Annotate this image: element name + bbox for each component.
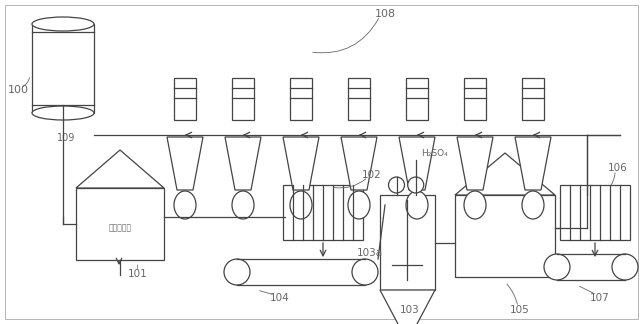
Circle shape bbox=[388, 177, 404, 193]
Bar bbox=[406, 78, 428, 120]
Circle shape bbox=[352, 259, 378, 285]
Ellipse shape bbox=[348, 191, 370, 219]
Circle shape bbox=[544, 254, 570, 280]
Text: 106: 106 bbox=[608, 163, 628, 173]
Text: 碳回收尾气: 碳回收尾气 bbox=[109, 223, 132, 232]
Text: 109: 109 bbox=[57, 133, 75, 143]
Polygon shape bbox=[225, 137, 261, 190]
Ellipse shape bbox=[522, 191, 544, 219]
Text: 107: 107 bbox=[590, 293, 610, 303]
Text: 103a: 103a bbox=[357, 248, 383, 258]
Ellipse shape bbox=[232, 191, 254, 219]
Bar bbox=[232, 78, 254, 120]
Ellipse shape bbox=[32, 106, 94, 120]
Text: H₂SO₄: H₂SO₄ bbox=[421, 148, 448, 157]
Ellipse shape bbox=[406, 191, 428, 219]
Text: 108: 108 bbox=[374, 9, 395, 19]
Text: 102: 102 bbox=[362, 170, 382, 180]
Polygon shape bbox=[167, 137, 203, 190]
Circle shape bbox=[612, 254, 638, 280]
Polygon shape bbox=[283, 137, 319, 190]
Ellipse shape bbox=[32, 17, 94, 31]
Polygon shape bbox=[380, 290, 435, 324]
Bar bbox=[380, 195, 435, 290]
Bar bbox=[174, 78, 196, 120]
Polygon shape bbox=[457, 137, 493, 190]
Bar bbox=[76, 188, 164, 260]
Bar bbox=[560, 185, 630, 240]
Bar bbox=[290, 78, 312, 120]
Ellipse shape bbox=[174, 191, 196, 219]
Bar bbox=[283, 185, 363, 240]
Ellipse shape bbox=[464, 191, 486, 219]
Ellipse shape bbox=[290, 191, 312, 219]
Polygon shape bbox=[76, 150, 164, 188]
Bar bbox=[348, 78, 370, 120]
Text: 103: 103 bbox=[400, 305, 420, 315]
Text: 101: 101 bbox=[128, 269, 147, 279]
Polygon shape bbox=[515, 137, 551, 190]
Polygon shape bbox=[455, 153, 555, 195]
Circle shape bbox=[408, 177, 424, 193]
Circle shape bbox=[224, 259, 250, 285]
Bar bbox=[464, 78, 486, 120]
Polygon shape bbox=[341, 137, 377, 190]
Bar bbox=[522, 78, 544, 120]
Text: 104: 104 bbox=[270, 293, 290, 303]
Text: 105: 105 bbox=[510, 305, 530, 315]
Bar bbox=[455, 195, 555, 277]
Text: 100: 100 bbox=[8, 85, 28, 95]
Polygon shape bbox=[399, 137, 435, 190]
Bar bbox=[32, 24, 94, 113]
